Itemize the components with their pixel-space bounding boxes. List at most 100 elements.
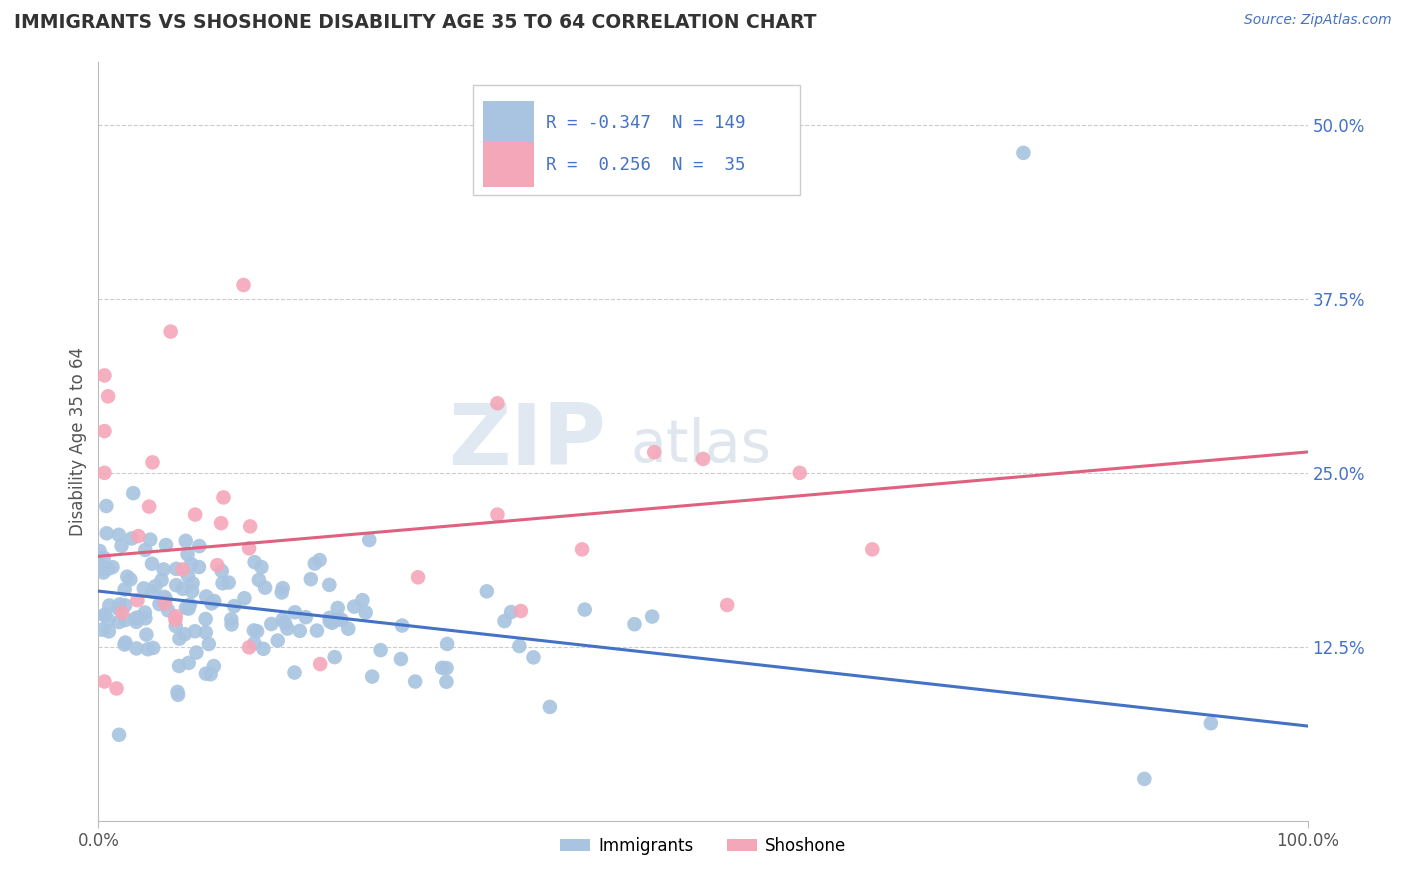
Point xyxy=(108,528,131,542)
Point xyxy=(93,424,115,438)
Point xyxy=(186,646,208,660)
Point xyxy=(111,606,134,620)
Point xyxy=(789,466,811,480)
Point xyxy=(89,544,111,558)
Point xyxy=(135,627,157,641)
Point xyxy=(1133,772,1156,786)
Point xyxy=(283,665,305,680)
Point xyxy=(93,674,115,689)
Point xyxy=(107,601,129,615)
Point xyxy=(304,557,326,571)
Point xyxy=(352,593,374,607)
Point xyxy=(127,610,149,624)
Point xyxy=(243,636,266,650)
Point xyxy=(391,618,413,632)
Point xyxy=(93,566,115,580)
Point xyxy=(284,605,307,619)
Point xyxy=(152,562,174,576)
Point xyxy=(250,560,273,574)
Point xyxy=(274,615,297,630)
Point xyxy=(486,508,509,522)
Point xyxy=(150,573,173,587)
Point xyxy=(108,615,131,629)
Point xyxy=(120,573,142,587)
Point xyxy=(194,612,217,626)
Point xyxy=(174,533,197,548)
Point xyxy=(181,576,204,591)
Point xyxy=(574,602,596,616)
Point xyxy=(98,599,121,613)
Point xyxy=(177,569,200,583)
Point xyxy=(114,635,136,649)
Point xyxy=(571,542,593,557)
Point xyxy=(117,569,139,583)
Point xyxy=(89,557,111,571)
Point xyxy=(200,667,222,681)
Point xyxy=(93,368,115,383)
Point xyxy=(108,728,131,742)
Point xyxy=(122,486,145,500)
Point xyxy=(305,624,328,638)
Point xyxy=(125,641,148,656)
Point xyxy=(167,659,190,673)
Point xyxy=(1012,145,1035,160)
Point xyxy=(326,613,349,627)
Point xyxy=(165,578,187,592)
Point xyxy=(142,640,165,655)
Point xyxy=(114,638,136,652)
Legend: Immigrants, Shoshone: Immigrants, Shoshone xyxy=(553,830,853,862)
Text: R = -0.347  N = 149: R = -0.347 N = 149 xyxy=(546,114,745,132)
Point xyxy=(110,539,132,553)
Point xyxy=(180,557,202,571)
Point xyxy=(166,685,188,699)
Point xyxy=(343,599,366,614)
Point xyxy=(436,674,458,689)
Point xyxy=(239,519,262,533)
Point xyxy=(155,591,177,606)
Point xyxy=(321,615,343,630)
Point xyxy=(494,614,516,628)
Point xyxy=(643,445,665,459)
Point xyxy=(430,661,453,675)
Point xyxy=(169,632,191,646)
Point xyxy=(271,581,294,595)
Text: Source: ZipAtlas.com: Source: ZipAtlas.com xyxy=(1244,13,1392,28)
Point xyxy=(134,543,156,558)
Point xyxy=(127,529,149,543)
Point xyxy=(404,674,426,689)
Point xyxy=(860,542,883,557)
Point xyxy=(176,547,198,561)
Point xyxy=(299,572,322,586)
Point xyxy=(209,516,232,530)
Text: atlas: atlas xyxy=(630,417,772,474)
Point xyxy=(254,581,277,595)
Point xyxy=(127,593,149,607)
Text: R =  0.256  N =  35: R = 0.256 N = 35 xyxy=(546,156,745,174)
Point xyxy=(267,633,290,648)
Point xyxy=(692,451,714,466)
Point xyxy=(232,278,254,293)
Point xyxy=(221,612,243,626)
Point xyxy=(538,700,561,714)
Point xyxy=(155,538,177,552)
Point xyxy=(1199,716,1222,731)
Y-axis label: Disability Age 35 to 64: Disability Age 35 to 64 xyxy=(69,347,87,536)
Point xyxy=(108,598,131,612)
Point xyxy=(212,491,235,505)
Point xyxy=(148,597,170,611)
Point xyxy=(319,615,342,629)
Point xyxy=(121,532,143,546)
Point xyxy=(522,650,544,665)
Point xyxy=(247,573,270,587)
Point xyxy=(134,606,156,620)
Point xyxy=(132,582,155,596)
Point xyxy=(501,605,523,619)
Point xyxy=(138,500,160,514)
Point xyxy=(114,582,136,597)
Point xyxy=(276,622,298,636)
Point xyxy=(165,562,187,576)
Point xyxy=(270,585,292,599)
Point xyxy=(165,609,187,624)
Point xyxy=(308,553,330,567)
Point xyxy=(93,466,115,480)
